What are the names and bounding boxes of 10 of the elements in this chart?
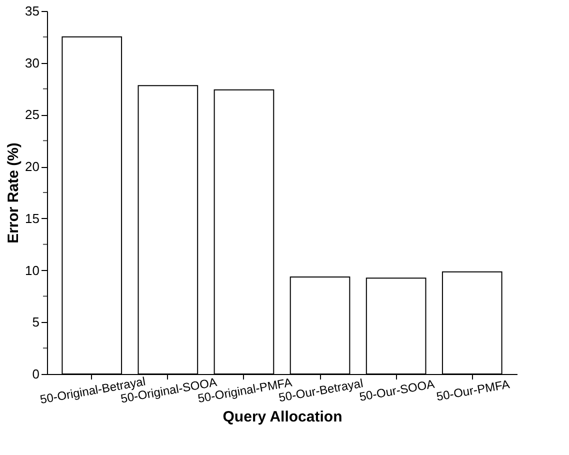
y-axis-title: Error Rate (%)	[5, 142, 22, 244]
y-tick-label: 15	[25, 210, 40, 226]
y-tick-label: 20	[25, 159, 40, 174]
y-tick-label: 35	[25, 4, 40, 18]
y-tick-label: 30	[25, 55, 40, 70]
y-tick-label: 10	[25, 262, 40, 278]
y-tick-label: 0	[32, 366, 40, 382]
y-tick-label: 25	[25, 107, 40, 122]
y-tick-label: 5	[32, 314, 40, 330]
x-axis-title: Query Allocation	[222, 408, 342, 426]
